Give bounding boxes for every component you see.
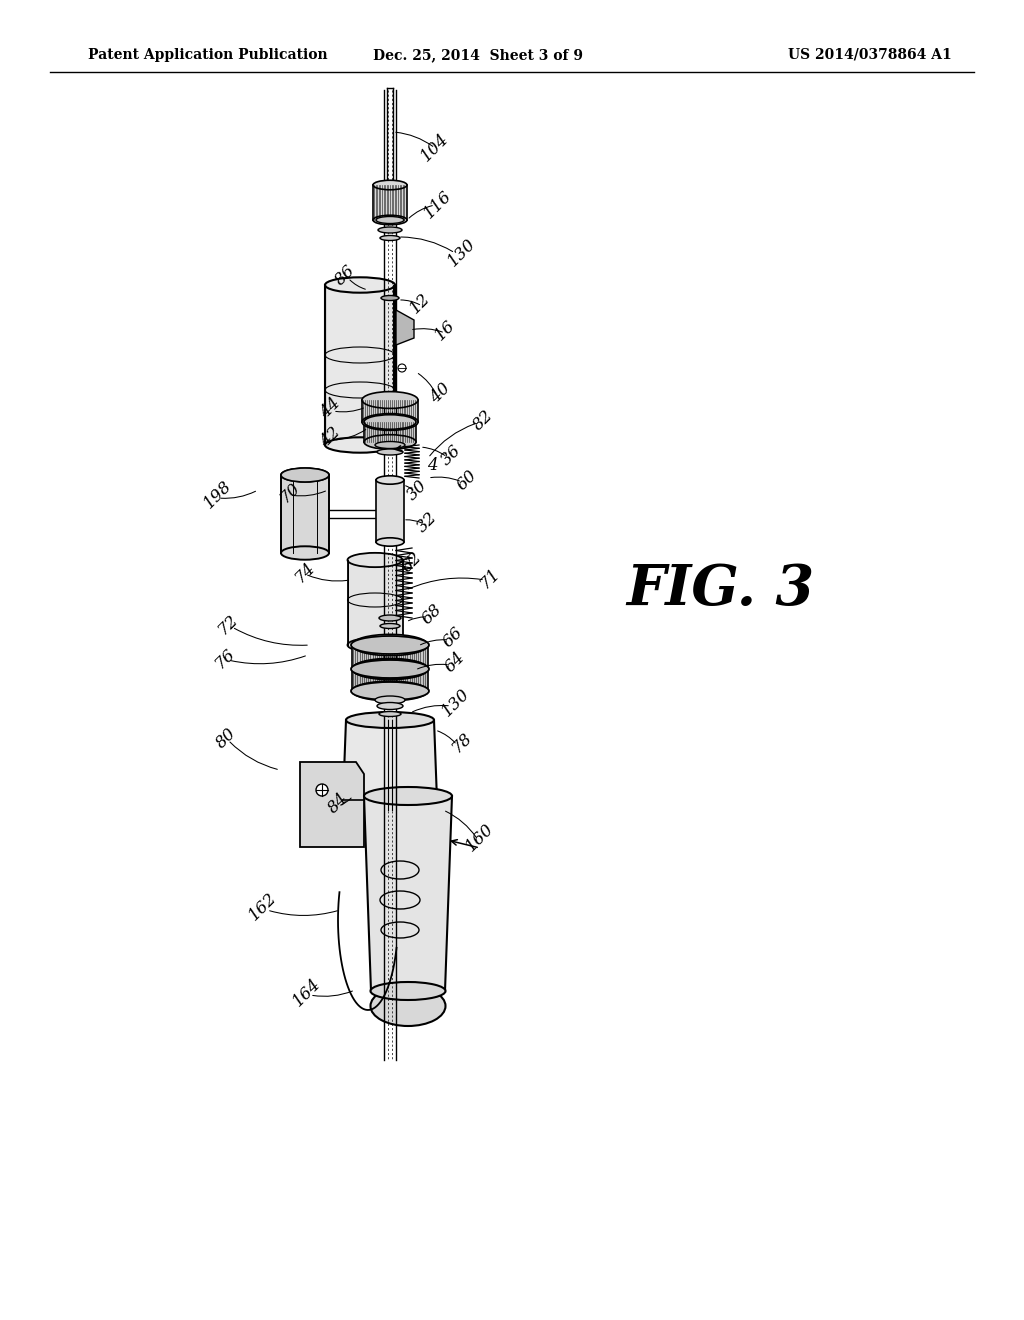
- Ellipse shape: [375, 696, 406, 704]
- Text: 68: 68: [419, 601, 445, 627]
- Polygon shape: [396, 310, 414, 345]
- Polygon shape: [300, 762, 364, 847]
- Ellipse shape: [347, 553, 402, 568]
- Ellipse shape: [281, 546, 329, 560]
- Ellipse shape: [281, 469, 329, 482]
- Ellipse shape: [352, 681, 428, 701]
- Text: 80: 80: [212, 725, 240, 751]
- Ellipse shape: [362, 392, 418, 408]
- Text: 84: 84: [325, 789, 351, 817]
- Ellipse shape: [346, 711, 434, 729]
- Bar: [347, 560, 402, 645]
- Text: Dec. 25, 2014  Sheet 3 of 9: Dec. 25, 2014 Sheet 3 of 9: [373, 48, 583, 62]
- Text: 71: 71: [476, 565, 504, 591]
- Text: 116: 116: [421, 187, 456, 222]
- Text: 40: 40: [426, 379, 454, 407]
- Ellipse shape: [371, 986, 445, 1026]
- Polygon shape: [364, 796, 452, 991]
- Text: 130: 130: [438, 685, 473, 721]
- Ellipse shape: [352, 659, 428, 680]
- Bar: [373, 185, 407, 220]
- Ellipse shape: [364, 434, 416, 449]
- Ellipse shape: [381, 296, 399, 301]
- Ellipse shape: [380, 235, 400, 240]
- Bar: [362, 400, 418, 422]
- Ellipse shape: [351, 682, 429, 700]
- Ellipse shape: [351, 636, 429, 653]
- Text: 198: 198: [201, 478, 236, 512]
- Text: 78: 78: [449, 729, 475, 755]
- Text: 82: 82: [469, 407, 497, 433]
- Text: 104: 104: [418, 131, 453, 165]
- Ellipse shape: [377, 702, 403, 710]
- Ellipse shape: [376, 537, 404, 546]
- Bar: [376, 480, 404, 543]
- Text: 42: 42: [316, 424, 343, 450]
- Ellipse shape: [373, 215, 407, 224]
- Ellipse shape: [379, 711, 401, 717]
- Ellipse shape: [364, 414, 416, 429]
- Text: 72: 72: [214, 610, 242, 638]
- Text: 4: 4: [427, 458, 437, 474]
- Ellipse shape: [376, 216, 404, 223]
- Ellipse shape: [380, 623, 400, 628]
- Text: 66: 66: [439, 623, 467, 651]
- Ellipse shape: [371, 982, 445, 1001]
- Text: 36: 36: [437, 441, 465, 469]
- Text: 162: 162: [246, 890, 281, 924]
- Polygon shape: [343, 719, 437, 800]
- Text: 30: 30: [403, 477, 430, 503]
- Ellipse shape: [347, 638, 402, 652]
- Ellipse shape: [325, 437, 395, 453]
- Circle shape: [398, 364, 406, 372]
- Text: 32: 32: [414, 508, 440, 536]
- Ellipse shape: [362, 413, 418, 430]
- Ellipse shape: [379, 615, 401, 620]
- Ellipse shape: [376, 475, 404, 484]
- Ellipse shape: [352, 635, 428, 656]
- Ellipse shape: [378, 227, 402, 234]
- Ellipse shape: [325, 277, 395, 293]
- Bar: [352, 669, 428, 690]
- Text: US 2014/0378864 A1: US 2014/0378864 A1: [788, 48, 952, 62]
- Ellipse shape: [364, 787, 452, 805]
- Text: 74: 74: [292, 558, 318, 586]
- Text: 12: 12: [407, 289, 433, 317]
- Text: 44: 44: [316, 395, 343, 421]
- Text: 16: 16: [431, 317, 459, 343]
- Text: FIG. 3: FIG. 3: [626, 562, 814, 618]
- Bar: [281, 475, 329, 553]
- Bar: [364, 422, 416, 442]
- Text: 160: 160: [463, 821, 498, 855]
- Ellipse shape: [352, 659, 428, 678]
- Text: 64: 64: [441, 648, 469, 676]
- Text: 130: 130: [444, 236, 479, 271]
- Text: 62: 62: [398, 549, 426, 576]
- Text: 76: 76: [212, 644, 239, 672]
- Ellipse shape: [351, 660, 429, 678]
- Text: 70: 70: [276, 478, 303, 506]
- Ellipse shape: [377, 449, 403, 455]
- Bar: [352, 645, 428, 669]
- Ellipse shape: [281, 469, 329, 482]
- Text: 164: 164: [290, 975, 325, 1010]
- Text: 86: 86: [332, 261, 358, 289]
- Bar: [325, 285, 395, 445]
- Ellipse shape: [378, 477, 402, 483]
- Ellipse shape: [375, 441, 406, 449]
- Text: 60: 60: [454, 466, 480, 494]
- Ellipse shape: [373, 181, 407, 190]
- Text: Patent Application Publication: Patent Application Publication: [88, 48, 328, 62]
- Circle shape: [316, 784, 328, 796]
